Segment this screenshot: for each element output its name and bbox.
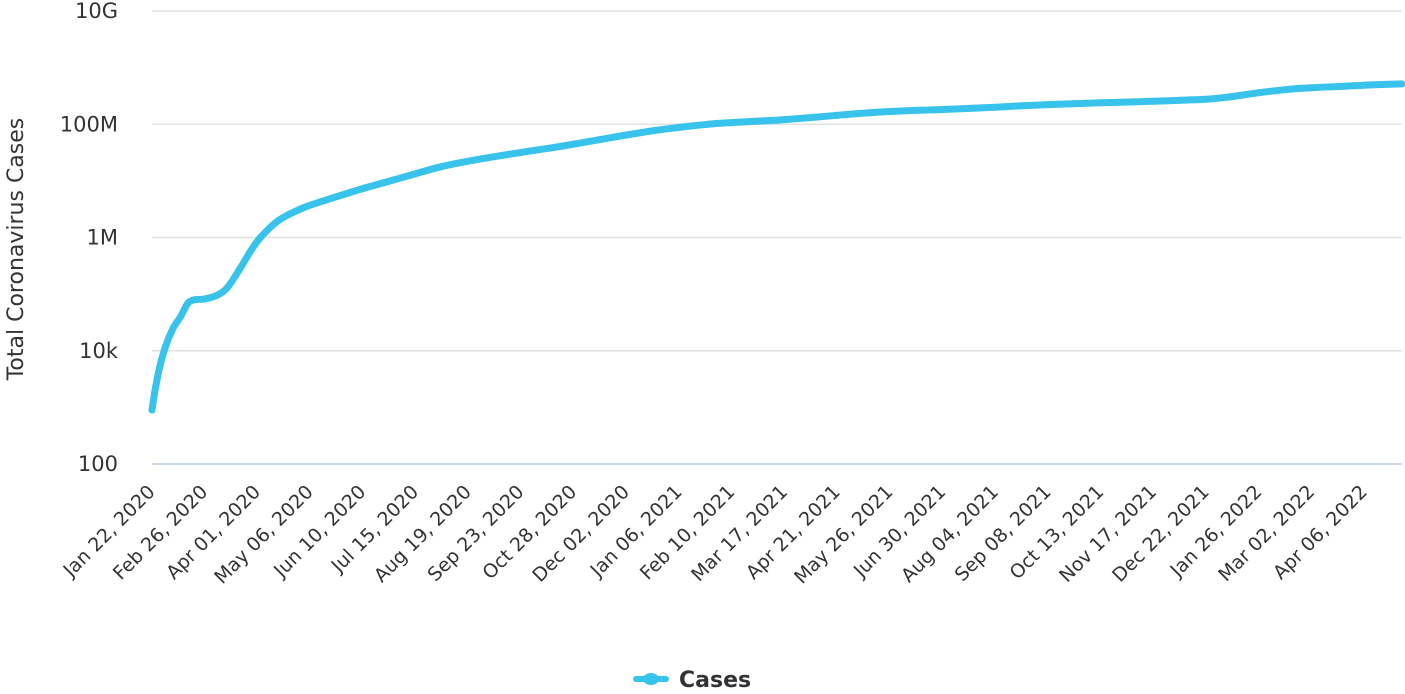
data-point[interactable] — [246, 248, 254, 256]
data-point[interactable] — [1335, 82, 1343, 90]
legend[interactable]: Cases — [633, 668, 751, 693]
data-point[interactable] — [1308, 84, 1316, 92]
data-point[interactable] — [728, 119, 736, 127]
data-point[interactable] — [517, 148, 525, 156]
data-point[interactable] — [1015, 102, 1023, 110]
data-point[interactable] — [1398, 80, 1405, 88]
data-point[interactable] — [275, 216, 283, 224]
y-tick-label: 100M — [60, 112, 118, 136]
data-point[interactable] — [1202, 95, 1210, 103]
x-tick-label: Jun 30, 2021 — [849, 481, 950, 582]
data-point[interactable] — [809, 113, 817, 121]
data-point[interactable] — [969, 104, 977, 112]
data-point[interactable] — [390, 176, 398, 184]
y-tick-label: 100 — [78, 452, 118, 476]
series-line-cases[interactable] — [148, 80, 1405, 414]
grid-lines — [152, 10, 1402, 352]
data-point[interactable] — [1097, 99, 1105, 107]
y-tick-label: 10k — [79, 339, 119, 363]
data-point[interactable] — [862, 109, 870, 117]
y-axis-title: Total Coronavirus Cases — [4, 118, 29, 382]
data-point[interactable] — [1125, 98, 1133, 106]
data-point[interactable] — [169, 324, 177, 332]
data-point[interactable] — [359, 185, 367, 193]
data-point[interactable] — [299, 204, 307, 212]
data-point[interactable] — [192, 296, 200, 304]
series-layer — [148, 80, 1405, 414]
y-tick-label: 1M — [87, 226, 118, 250]
data-point[interactable] — [151, 386, 159, 394]
x-tick-label: Apr 06, 2022 — [1269, 481, 1372, 584]
data-point[interactable] — [991, 103, 999, 111]
data-point[interactable] — [597, 135, 605, 143]
data-point[interactable] — [497, 152, 505, 160]
data-point[interactable] — [704, 120, 712, 128]
data-point[interactable] — [201, 295, 209, 303]
data-point[interactable] — [675, 123, 683, 131]
data-point[interactable] — [1223, 93, 1231, 101]
x-tick-label: Jan 22, 2020 — [58, 481, 159, 582]
data-point[interactable] — [464, 157, 472, 165]
data-point[interactable] — [437, 163, 445, 171]
legend-cases-symbol-marker — [643, 673, 659, 685]
data-point[interactable] — [1285, 85, 1293, 93]
data-point[interactable] — [939, 106, 947, 114]
data-point[interactable] — [1150, 97, 1158, 105]
data-point[interactable] — [1360, 81, 1368, 89]
data-point[interactable] — [650, 127, 658, 135]
data-point[interactable] — [148, 406, 156, 414]
data-point[interactable] — [756, 117, 764, 125]
data-point[interactable] — [622, 131, 630, 139]
data-point[interactable] — [886, 107, 894, 115]
x-tick-label: Jan 06, 2021 — [586, 481, 687, 582]
y-tick-label: 10G — [75, 0, 118, 23]
data-point[interactable] — [1255, 89, 1263, 97]
data-point[interactable] — [235, 266, 243, 274]
data-point[interactable] — [1381, 80, 1389, 88]
data-point[interactable] — [156, 364, 164, 372]
data-point[interactable] — [781, 116, 789, 124]
data-point[interactable] — [184, 299, 192, 307]
data-point[interactable] — [412, 170, 420, 178]
data-point[interactable] — [327, 194, 335, 202]
data-point[interactable] — [1177, 96, 1185, 104]
data-point[interactable] — [570, 140, 578, 148]
data-point[interactable] — [213, 291, 221, 299]
data-point[interactable] — [223, 284, 231, 292]
data-point[interactable] — [833, 111, 841, 119]
x-tick-label: Jun 10, 2020 — [269, 481, 370, 582]
x-tick-label: Jan 26, 2022 — [1165, 481, 1266, 582]
legend-cases-label: Cases — [679, 668, 751, 693]
data-point[interactable] — [550, 143, 558, 151]
data-point[interactable] — [162, 342, 170, 350]
y-axis-ticks: 100 10k 1M 100M 10G — [60, 0, 119, 476]
data-point[interactable] — [1044, 101, 1052, 109]
data-point[interactable] — [916, 106, 924, 114]
data-point[interactable] — [177, 313, 185, 321]
data-point[interactable] — [1070, 100, 1078, 108]
data-point[interactable] — [256, 234, 264, 241]
